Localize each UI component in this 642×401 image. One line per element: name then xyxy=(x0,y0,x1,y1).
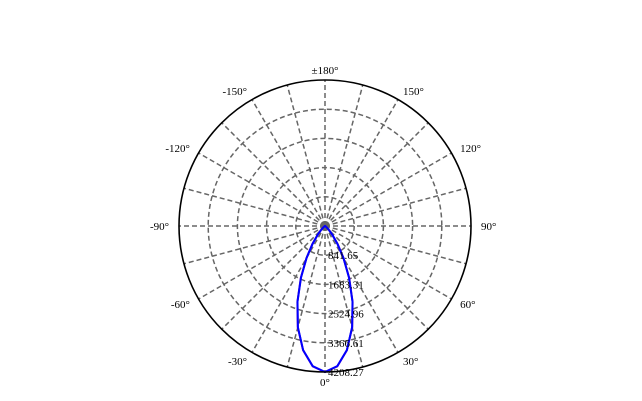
grid-spoke xyxy=(286,84,326,227)
grid-spoke xyxy=(198,152,326,227)
grid-spoke xyxy=(324,84,364,227)
labels: 0° 30° 60° 90° 120° 150° ±180° -150° -120° -90° -6… xyxy=(150,65,496,389)
grid-spoke xyxy=(324,225,364,368)
grid-ring xyxy=(295,196,355,256)
angle-label: -150° xyxy=(222,86,247,98)
angle-label: -60° xyxy=(171,299,190,311)
grid-spoke xyxy=(324,99,399,227)
grid-spoke xyxy=(183,187,326,227)
radial-tick-label: 2524.96 xyxy=(328,309,364,321)
angle-label: 120° xyxy=(460,143,481,155)
radial-tick-label: 841.65 xyxy=(328,250,359,262)
radial-tick-label: 4208.27 xyxy=(328,367,364,379)
angle-label: 30° xyxy=(403,356,418,368)
angle-label: 60° xyxy=(460,299,475,311)
radial-tick-label: 3366.61 xyxy=(328,338,364,350)
angle-label: 150° xyxy=(403,86,424,98)
angle-label: -120° xyxy=(165,143,190,155)
angle-label: 0° xyxy=(320,377,330,389)
grid-spoke xyxy=(324,187,467,227)
angle-label: ±180° xyxy=(312,65,339,77)
grid-ring xyxy=(236,137,414,315)
grid-spoke xyxy=(183,225,326,265)
grid-spoke xyxy=(324,152,452,227)
angle-label: -90° xyxy=(150,221,169,233)
radial-tick-label: 1683.31 xyxy=(328,279,364,291)
grid-spoke xyxy=(221,225,326,330)
grid xyxy=(179,80,471,372)
grid-spoke xyxy=(221,122,326,227)
grid-spoke xyxy=(324,225,467,265)
grid-spoke xyxy=(324,225,429,330)
grid-spoke xyxy=(324,225,452,300)
grid-spoke xyxy=(324,225,399,353)
grid-spoke xyxy=(198,225,326,300)
grid-spoke xyxy=(324,122,429,227)
grid-spoke xyxy=(286,225,326,368)
grid-spoke xyxy=(251,99,326,227)
angle-label: 90° xyxy=(481,221,496,233)
grid-spoke xyxy=(251,225,326,353)
outer-circle xyxy=(178,79,472,373)
angle-label: -30° xyxy=(228,356,247,368)
